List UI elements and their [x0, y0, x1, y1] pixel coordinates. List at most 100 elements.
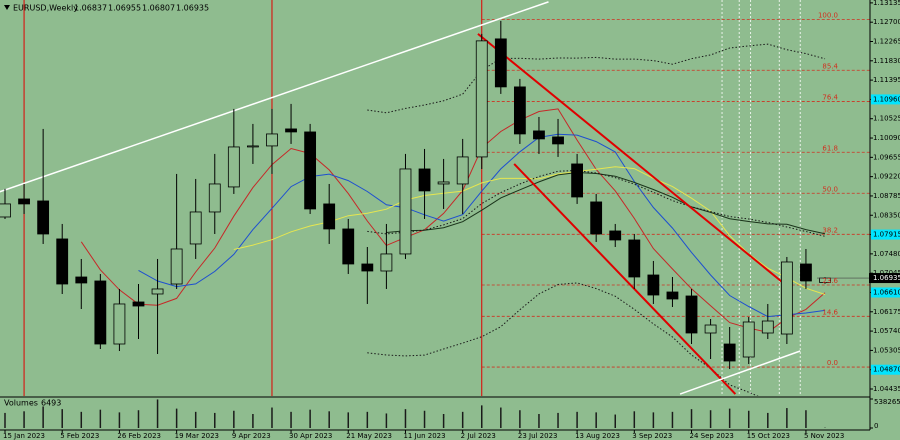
header-low: 1.06807	[142, 4, 175, 13]
x-tick-label: 15 Jan 2023	[3, 432, 45, 440]
y-tick-label: 1.12265	[873, 37, 900, 45]
candle-body	[170, 248, 183, 285]
fib-label: 0.0	[827, 359, 838, 367]
band-line	[367, 282, 759, 396]
x-tick-label: 2 Jul 2023	[461, 432, 496, 440]
candle-body	[266, 133, 278, 147]
x-tick-label: 30 Apr 2023	[289, 432, 332, 440]
candle-body	[761, 320, 774, 334]
candle-body	[323, 203, 336, 230]
moving-average	[138, 133, 826, 318]
candle-body	[132, 301, 145, 307]
x-tick-label: 26 Feb 2023	[117, 432, 161, 440]
candle-body	[666, 291, 679, 300]
candle-body	[571, 163, 583, 198]
candle-body	[399, 168, 412, 255]
axes: 1.13135 1.12700 1.12265 1.11830 1.11395 1.109…	[3, 0, 900, 440]
candle-body	[227, 146, 240, 188]
y-tick-label: 1.06175	[873, 308, 900, 316]
header-open: 1.06837	[74, 4, 107, 13]
candle-body	[800, 263, 812, 282]
candle-body	[647, 274, 660, 296]
current-price-label: 1.06935	[873, 274, 900, 282]
candle-body	[342, 228, 355, 265]
candle-body	[56, 238, 69, 285]
candle-body	[456, 156, 469, 185]
x-tick-label: 21 May 2023	[346, 432, 392, 440]
tick-highlight	[871, 94, 900, 105]
x-tick-label: 5 Feb 2023	[60, 432, 99, 440]
x-tick-label: 3 Sep 2023	[632, 432, 672, 440]
price-panel	[0, 0, 870, 396]
y-tick-label: 1.11830	[873, 57, 900, 65]
band-line	[367, 43, 826, 114]
candle-body	[590, 201, 603, 235]
trendline	[513, 163, 737, 395]
volume-tick-label: 0	[874, 422, 878, 430]
y-tick-label: 1.06610	[873, 288, 900, 296]
y-tick-label: 1.04870	[873, 366, 900, 374]
x-tick-label: 15 Oct 2023	[747, 432, 790, 440]
y-tick-label: 1.11395	[873, 76, 900, 84]
y-tick-label: 1.09220	[873, 173, 900, 181]
y-tick-label: 1.08785	[873, 192, 900, 200]
x-tick-label: 13 Aug 2023	[575, 432, 620, 440]
candle-body	[533, 130, 545, 140]
candle-body	[723, 343, 736, 362]
x-tick-label: 5 Nov 2023	[804, 432, 844, 440]
y-tick-label: 1.09655	[873, 153, 900, 161]
candle-body	[151, 288, 164, 295]
fib-label: 61.8	[822, 144, 838, 152]
moving-average	[80, 108, 826, 333]
tick-highlight	[871, 364, 900, 375]
candle-body	[189, 211, 202, 245]
band-line	[367, 169, 826, 237]
header-close: 1.06935	[176, 4, 209, 13]
symbol-icon	[4, 5, 10, 10]
header-high: 1.06955	[108, 4, 141, 13]
trendline	[679, 350, 801, 395]
volume-title: Volumes	[4, 399, 38, 408]
candle-body	[18, 198, 30, 205]
candle-body	[380, 253, 393, 272]
y-tick-label: 1.10525	[873, 115, 900, 123]
y-tick-label: 1.05740	[873, 327, 900, 335]
y-tick-label: 1.10960	[873, 95, 900, 103]
y-tick-label: 1.07915	[873, 231, 900, 239]
candle-body	[742, 321, 755, 358]
tick-highlight	[871, 229, 900, 240]
candle-body	[609, 230, 622, 241]
candle-body	[247, 145, 259, 148]
x-tick-label: 19 Mar 2023	[175, 432, 219, 440]
x-tick-label: 11 Jun 2023	[403, 432, 445, 440]
y-tick-label: 1.05305	[873, 346, 900, 354]
candle-body	[361, 263, 374, 272]
candle-body	[94, 280, 107, 345]
candle-body	[513, 86, 526, 135]
candle-body	[475, 40, 488, 158]
candle-body	[685, 295, 698, 334]
candle-body	[418, 168, 431, 192]
volume-tick-label: 538265	[874, 398, 900, 406]
y-tick-label: 1.12700	[873, 18, 900, 26]
y-tick-label: 1.08350	[873, 211, 900, 219]
fib-label: 50.0	[822, 185, 838, 193]
x-tick-label: 9 Apr 2023	[232, 432, 271, 440]
trendline	[477, 33, 792, 290]
y-tick-label: 1.13135	[873, 0, 900, 7]
candle-body	[494, 38, 507, 88]
candle-body	[75, 276, 88, 284]
fib-label: 100.0	[818, 12, 838, 20]
candle-body	[780, 261, 793, 335]
fib-label: 14.6	[822, 308, 838, 316]
candle-body	[208, 183, 221, 213]
y-tick-label: 1.10090	[873, 134, 900, 142]
candle-body	[37, 200, 50, 235]
candle-body	[552, 136, 564, 145]
volume-current: 6493	[41, 399, 61, 408]
candle-body	[113, 303, 126, 345]
fib-label: 38.2	[822, 226, 838, 234]
fib-label: 76.4	[822, 94, 838, 102]
y-tick-label: 1.07480	[873, 250, 900, 258]
trendline	[0, 1, 549, 193]
